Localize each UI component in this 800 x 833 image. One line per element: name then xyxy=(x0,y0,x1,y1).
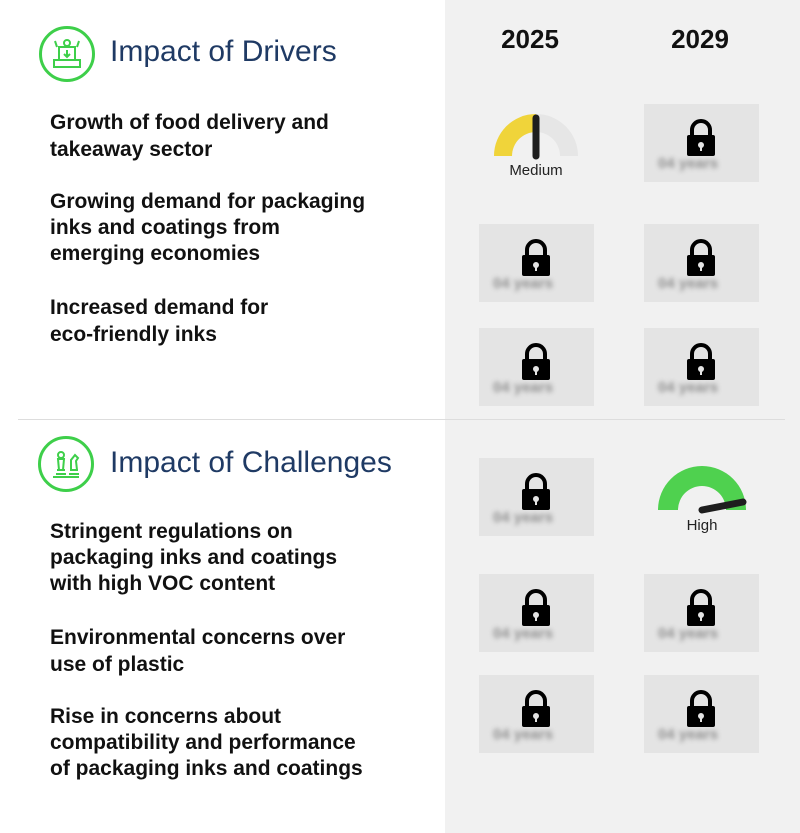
driver-label-2: Growing demand for packaging inks and co… xyxy=(50,190,366,265)
gauge-level-label: High xyxy=(686,517,718,534)
impact-gauge-high: High xyxy=(642,462,762,562)
challenge-label-1: Stringent regulations on packaging inks … xyxy=(50,520,338,595)
challenge-label-3: Rise in concerns about compatibility and… xyxy=(50,705,363,780)
lock-icon xyxy=(687,343,715,380)
lock-icon xyxy=(522,239,550,276)
lock-icon xyxy=(522,589,550,626)
gear-machine-icon xyxy=(39,26,95,82)
locked-cell[interactable]: 04 years xyxy=(644,224,759,302)
section-divider xyxy=(18,419,785,420)
chess-pieces-icon xyxy=(38,436,94,492)
drivers-title: Impact of Drivers xyxy=(110,35,337,68)
locked-cell[interactable]: 04 years xyxy=(479,458,594,536)
locked-cell[interactable]: 04 years xyxy=(644,328,759,406)
locked-cell[interactable]: 04 years xyxy=(479,675,594,753)
driver-label-1: Growth of food delivery and takeaway sec… xyxy=(50,111,329,161)
lock-icon xyxy=(687,690,715,727)
year-header-2029: 2029 xyxy=(671,24,729,54)
challenges-title: Impact of Challenges xyxy=(110,446,392,479)
lock-icon xyxy=(522,473,550,510)
lock-icon xyxy=(687,589,715,626)
gauge-level-label: Medium xyxy=(509,162,563,179)
lock-icon xyxy=(687,239,715,276)
locked-cell[interactable]: 04 years xyxy=(479,224,594,302)
challenge-label-2: Environmental concerns over use of plast… xyxy=(50,626,346,676)
locked-cell[interactable]: 04 years xyxy=(479,328,594,406)
locked-cell[interactable]: 04 years xyxy=(644,574,759,652)
year-header-2025: 2025 xyxy=(501,24,559,54)
impact-gauge-medium: Medium xyxy=(476,108,596,208)
lock-icon xyxy=(522,343,550,380)
lock-icon xyxy=(687,119,715,156)
locked-cell[interactable]: 04 years xyxy=(644,675,759,753)
lock-icon xyxy=(522,690,550,727)
locked-cell[interactable]: 04 years xyxy=(479,574,594,652)
locked-cell[interactable]: 04 years xyxy=(644,104,759,182)
driver-label-3: Increased demand for eco-friendly inks xyxy=(50,296,269,346)
